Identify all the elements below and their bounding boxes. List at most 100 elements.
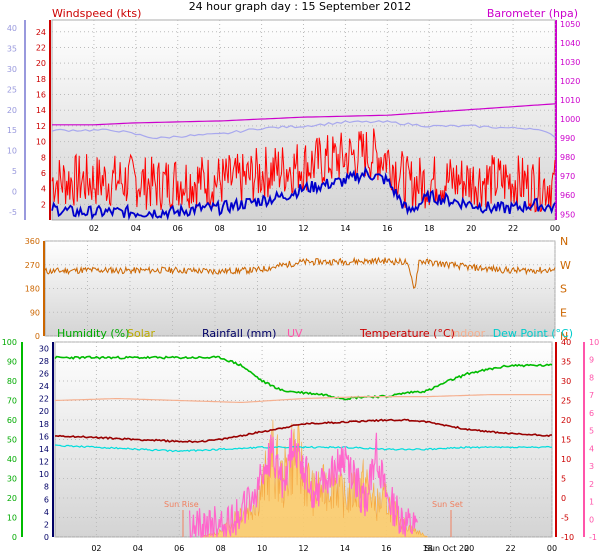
uv-tick-label: 0	[589, 515, 594, 524]
barometer-tick-label: 1020	[560, 77, 580, 86]
barometer-tick-label: 1000	[560, 115, 580, 124]
climate-panel: Humidity (%) Solar Rainfall (mm) UV Temp…	[2, 327, 599, 553]
wind-x-tick-label: 12	[298, 224, 308, 233]
secondary-tick-label: 30	[7, 65, 17, 74]
windspeed-tick-label: 18	[36, 75, 46, 84]
climate-x-tick-label: 10	[257, 544, 267, 553]
dewpoint-label: Dew Point (°C)	[493, 327, 573, 340]
wind-x-tick-label: 14	[340, 224, 350, 233]
climate-series-line	[189, 429, 418, 538]
rainfall-tick-label: 30	[39, 344, 49, 353]
rainfall-tick-label: 12	[39, 458, 49, 467]
uv-tick-label: 3	[589, 462, 594, 471]
climate-x-tick-label: 14	[340, 544, 350, 553]
humidity-tick-label: 10	[7, 514, 17, 523]
humidity-tick-label: 30	[7, 475, 17, 484]
barometer-tick-label: 1050	[560, 20, 580, 29]
windspeed-tick-label: 12	[36, 122, 46, 131]
sunrise-annotation: Sun Rise	[164, 500, 199, 509]
humidity-tick-label: 70	[7, 397, 17, 406]
direction-tick-label: 360	[25, 237, 40, 246]
direction-tick-label: 270	[25, 261, 40, 270]
direction-tick-label: 180	[25, 285, 40, 294]
chart-title: 24 hour graph day : 15 September 2012	[189, 0, 412, 13]
compass-label: N	[560, 235, 568, 248]
solar-label: Solar	[127, 327, 156, 340]
barometer-tick-label: 970	[560, 172, 575, 181]
windspeed-tick-label: 16	[36, 91, 46, 100]
climate-x-tick-label: 08	[216, 544, 226, 553]
compass-label: N	[560, 330, 568, 343]
windspeed-tick-label: 24	[36, 28, 46, 37]
temperature-tick-label: 35	[561, 358, 571, 367]
uv-label: UV	[287, 327, 303, 340]
rainfall-label: Rainfall (mm)	[202, 327, 276, 340]
humidity-tick-label: 80	[7, 377, 17, 386]
windspeed-tick-label: 22	[36, 43, 46, 52]
wind-x-tick-label: 00	[550, 224, 560, 233]
wind-x-tick-label: 16	[382, 224, 392, 233]
wind-series-line	[51, 120, 556, 140]
humidity-tick-label: 60	[7, 416, 17, 425]
compass-label: S	[560, 283, 567, 296]
windspeed-tick-label: 8	[41, 153, 46, 162]
wind-x-tick-label: 08	[215, 224, 225, 233]
rainfall-tick-label: 26	[39, 369, 49, 378]
secondary-tick-label: 20	[7, 106, 17, 115]
climate-x-tick-label: 22	[505, 544, 515, 553]
uv-tick-label: 8	[589, 373, 594, 382]
rainfall-tick-label: 4	[44, 508, 49, 517]
barometer-tick-label: 960	[560, 191, 575, 200]
climate-x-tick-label: 06	[174, 544, 184, 553]
secondary-tick-label: 0	[12, 187, 17, 196]
sunset-annotation: Sun Set	[432, 500, 463, 509]
secondary-tick-label: 15	[7, 126, 17, 135]
uv-tick-label: 7	[589, 391, 594, 400]
windspeed-axis-label: Windspeed (kts)	[52, 7, 141, 20]
wind-series-line	[51, 165, 556, 221]
rainfall-tick-label: 14	[39, 445, 49, 454]
humidity-tick-label: 100	[2, 338, 17, 347]
climate-series-line	[54, 418, 552, 444]
wind-x-tick-label: 10	[256, 224, 266, 233]
rainfall-tick-label: 2	[44, 520, 49, 529]
climate-series-line	[54, 394, 552, 403]
temperature-tick-label: 15	[561, 436, 571, 445]
secondary-tick-label: 10	[7, 147, 17, 156]
uv-tick-label: 5	[589, 427, 594, 436]
rainfall-tick-label: 22	[39, 395, 49, 404]
barometer-tick-label: 980	[560, 153, 575, 162]
barometer-tick-label: 1040	[560, 39, 580, 48]
direction-series-line	[44, 256, 556, 289]
barometer-axis-label: Barometer (hpa)	[487, 7, 578, 20]
climate-series-line	[54, 444, 553, 453]
uv-tick-label: 6	[589, 409, 594, 418]
uv-tick-label: 4	[589, 444, 594, 453]
secondary-tick-label: 40	[7, 24, 17, 33]
humidity-tick-label: 50	[7, 436, 17, 445]
uv-tick-label: 10	[589, 338, 599, 347]
temperature-tick-label: 10	[561, 455, 571, 464]
climate-series-line	[54, 355, 553, 401]
secondary-tick-label: 25	[7, 85, 17, 94]
compass-label: E	[560, 306, 567, 319]
secondary-tick-label: 35	[7, 45, 17, 54]
temperature-label: Temperature (°C)	[359, 327, 455, 340]
wind-x-tick-label: 20	[466, 224, 476, 233]
temperature-tick-label: 25	[561, 397, 571, 406]
rainfall-tick-label: 18	[39, 420, 49, 429]
temperature-tick-label: 5	[561, 475, 566, 484]
rainfall-tick-label: 16	[39, 432, 49, 441]
uv-tick-label: 2	[589, 480, 594, 489]
secondary-tick-label: -5	[9, 208, 17, 217]
temperature-tick-label: 30	[561, 377, 571, 386]
barometer-tick-label: 1010	[560, 96, 580, 105]
humidity-tick-label: 90	[7, 358, 17, 367]
temperature-tick-label: 20	[561, 416, 571, 425]
wind-series-line	[52, 103, 556, 126]
rainfall-tick-label: 6	[44, 495, 49, 504]
temperature-tick-label: 0	[561, 494, 566, 503]
humidity-label: Humidity (%)	[57, 327, 129, 340]
windspeed-tick-label: 2	[41, 200, 46, 209]
